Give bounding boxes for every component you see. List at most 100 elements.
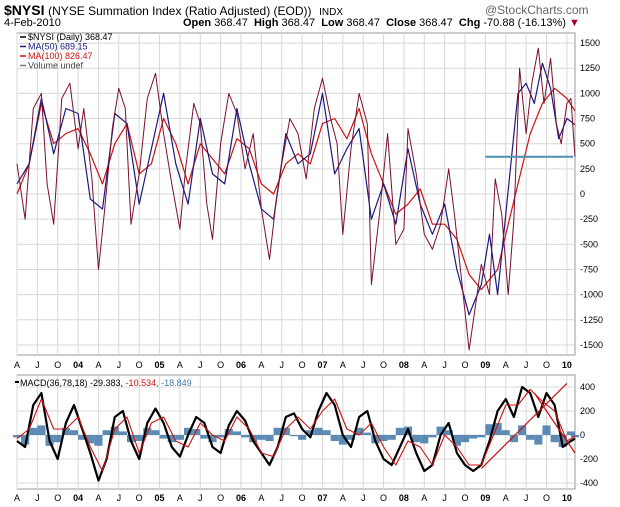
macd-hist-bar xyxy=(167,435,176,443)
price-y-tick-label: 1250 xyxy=(580,63,600,73)
macd-hist-bar xyxy=(460,435,470,443)
macd-hist-bar xyxy=(257,435,266,440)
macd-x-tick-label: O xyxy=(543,493,550,503)
macd-x-tick-label: O xyxy=(136,493,143,503)
macd-hist-bar xyxy=(159,435,168,439)
macd-hist-bar xyxy=(281,427,290,435)
macd-hist-bar xyxy=(469,435,478,439)
price-y-tick-label: -250 xyxy=(580,214,598,224)
macd-hist-bar xyxy=(94,435,103,446)
macd-hist-bar xyxy=(37,425,46,435)
macd-y-tick-label: 200 xyxy=(580,406,595,416)
macd-legend-hist: -18.849 xyxy=(161,378,192,388)
legend-ma50: MA(50) 689.15 xyxy=(28,42,88,52)
price-x-tick-label: A xyxy=(14,360,20,370)
macd-x-tick-label: O xyxy=(380,493,387,503)
macd-legend-value: -29.383, xyxy=(90,378,126,388)
macd-hist-bar xyxy=(387,435,396,440)
symbol: $NYSI xyxy=(4,2,45,18)
price-x-tick-label: 04 xyxy=(73,360,83,370)
macd-hist-bar xyxy=(135,435,144,441)
legend-nysi: $NYSI (Daily) 368.47 xyxy=(28,32,113,42)
macd-hist-bar xyxy=(477,435,486,438)
macd-x-tick-label: J xyxy=(35,493,40,503)
macd-x-tick-label: O xyxy=(217,493,224,503)
macd-hist-bar xyxy=(363,432,372,435)
macd-x-tick-label: J xyxy=(361,493,366,503)
macd-x-tick-label: 10 xyxy=(562,493,572,503)
exchange: INDX xyxy=(319,7,344,18)
macd-x-tick-label: 07 xyxy=(317,493,327,503)
high-value: 368.47 xyxy=(281,17,316,29)
macd-line xyxy=(16,385,576,482)
macd-x-tick-label: J xyxy=(117,493,122,503)
macd-hist-bar xyxy=(314,427,323,435)
macd-legend-name: MACD(36,78,18) xyxy=(20,378,90,388)
macd-hist-bar xyxy=(452,435,461,446)
macd-hist-bar xyxy=(53,435,62,443)
macd-x-tick-label: O xyxy=(462,493,469,503)
price-x-tick-label: 06 xyxy=(236,360,246,370)
macd-trend-line xyxy=(480,382,568,470)
open-label: Open xyxy=(183,17,212,29)
macd-hist-bar xyxy=(330,435,339,441)
macd-hist-bar xyxy=(216,435,225,438)
macd-x-tick-label: J xyxy=(279,493,284,503)
macd-hist-bar xyxy=(118,431,127,435)
macd-hist-bar xyxy=(29,427,38,435)
open-value: 368.47 xyxy=(214,17,248,29)
macd-hist-bar xyxy=(346,435,356,440)
macd-y-tick-label: -200 xyxy=(580,454,598,464)
macd-legend-signal: -10.534, xyxy=(126,378,162,388)
macd-hist-bar xyxy=(526,435,535,440)
macd-hist-bar xyxy=(412,435,421,443)
price-x-tick-label: J xyxy=(198,360,203,370)
price-x-tick-label: J xyxy=(361,360,366,370)
price-x-tick-label: 10 xyxy=(562,360,572,370)
macd-x-tick-label: 08 xyxy=(399,493,409,503)
price-x-tick-label: J xyxy=(35,360,40,370)
chg-value: -70.88 (-16.13%) xyxy=(483,17,566,29)
price-x-tick-label: J xyxy=(117,360,122,370)
price-x-tick-label: A xyxy=(503,360,509,370)
chg-label: Chg xyxy=(458,17,481,29)
macd-hist-bar xyxy=(485,424,494,435)
macd-hist-bar xyxy=(566,431,575,435)
price-x-tick-label: O xyxy=(136,360,143,370)
price-x-tick-label: A xyxy=(340,360,346,370)
macd-legend: MACD(36,78,18) -29.383, -10.534, -18.849 xyxy=(20,378,192,388)
price-y-tick-label: -1000 xyxy=(580,290,603,300)
legend-ma100: MA(100) 826.47 xyxy=(28,51,93,61)
ma50-line xyxy=(16,62,576,316)
price-x-tick-label: O xyxy=(380,360,387,370)
macd-hist-bar xyxy=(232,431,242,435)
macd-hist-bar xyxy=(517,425,527,435)
macd-hist-bar xyxy=(501,430,510,435)
price-y-tick-label: 1000 xyxy=(580,88,600,98)
price-x-tick-label: O xyxy=(299,360,306,370)
price-y-tick-label: -1500 xyxy=(580,340,603,350)
macd-hist-bar xyxy=(265,435,274,441)
price-y-tick-label: 750 xyxy=(580,114,595,124)
price-x-tick-label: J xyxy=(279,360,284,370)
signal-line xyxy=(16,388,576,472)
macd-hist-bar xyxy=(102,430,111,435)
macd-hist-bar xyxy=(151,430,160,435)
description: (NYSE Summation Index (Ratio Adjusted) (… xyxy=(48,4,312,18)
legend-volume: Volume undef xyxy=(28,61,84,71)
close-value: 368.47 xyxy=(419,17,453,29)
brand-text: @StockCharts.com xyxy=(485,3,589,17)
macd-x-tick-label: A xyxy=(503,493,509,503)
macd-hist-bar xyxy=(78,435,87,440)
macd-hist-bar xyxy=(175,435,184,440)
macd-y-tick-label: 0 xyxy=(580,430,585,440)
price-x-tick-label: J xyxy=(524,360,529,370)
price-y-tick-label: 0 xyxy=(580,189,585,199)
price-x-tick-label: O xyxy=(462,360,469,370)
brand[interactable]: @StockCharts.com xyxy=(485,3,589,17)
macd-y-tick-label: 400 xyxy=(580,382,595,392)
macd-hist-bar xyxy=(550,435,559,443)
macd-hist-bar xyxy=(12,435,22,438)
macd-hist-bar xyxy=(241,435,250,438)
